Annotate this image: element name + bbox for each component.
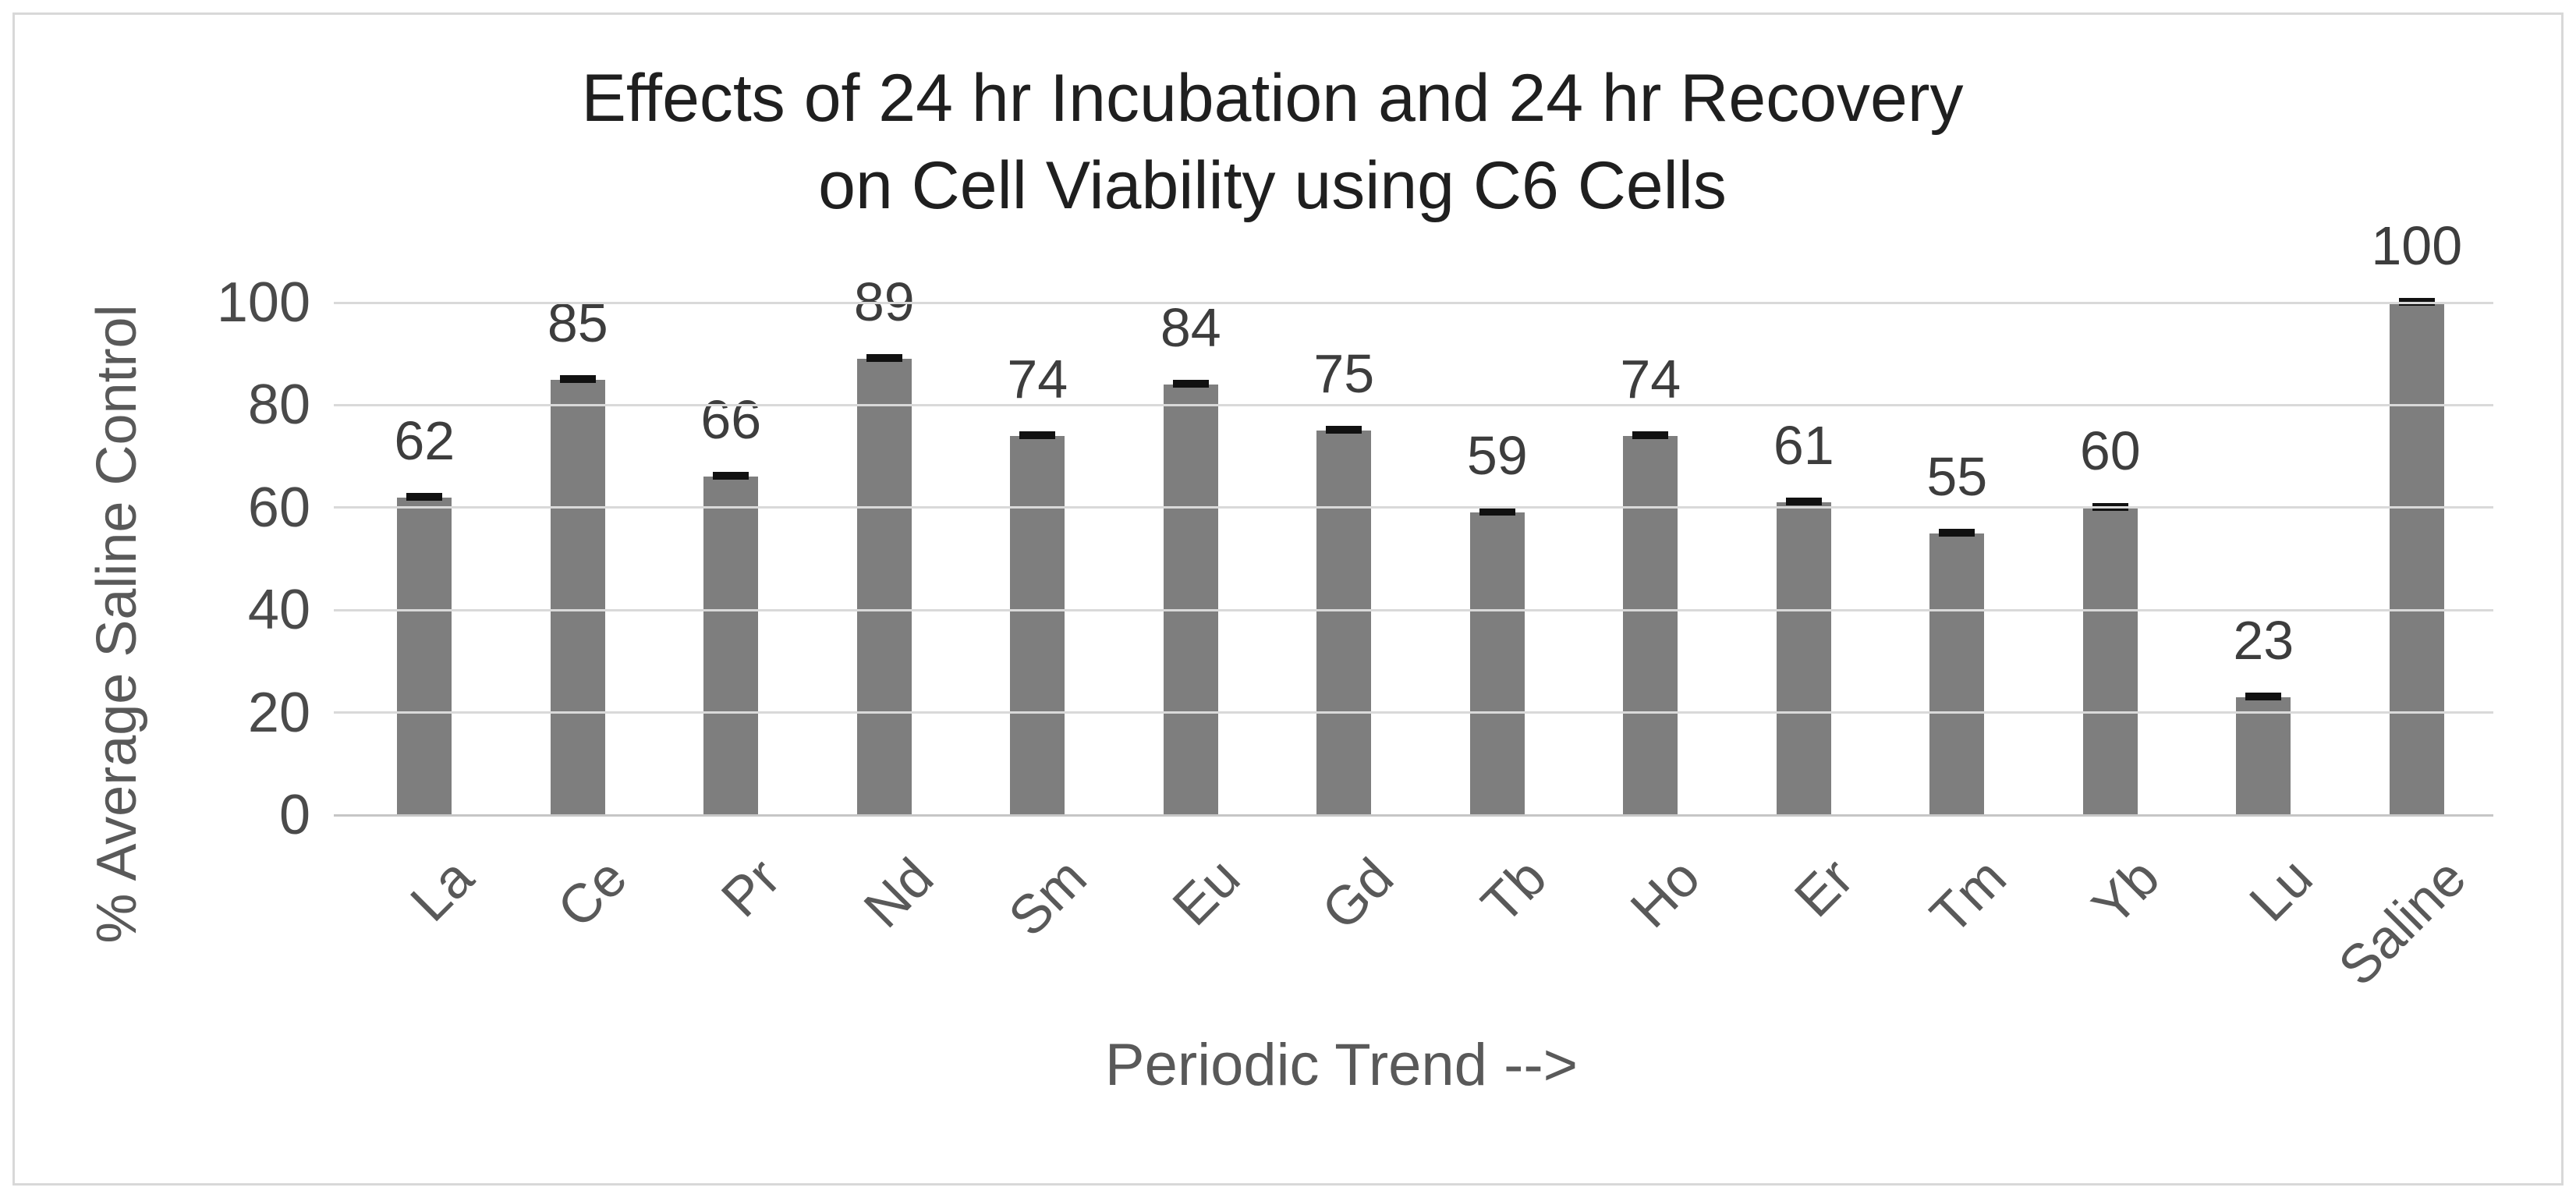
error-bar-cap — [2245, 692, 2282, 700]
error-bar-cap — [1939, 528, 1975, 537]
gridline — [334, 608, 2493, 611]
bar-series: 62 La 85 Ce 66 Pr 89 Nd 74 Sm 84 Eu 75 Gd 59 Tb 74 Ho 61 Er… — [348, 217, 2494, 997]
chart-title-line2: on Cell Viability using C6 Cells — [818, 148, 1727, 223]
bar-value-label: 59 — [1466, 425, 1528, 487]
x-axis-title: Periodic Trend --> — [1104, 1032, 1579, 1098]
error-bar-cap — [1326, 426, 1362, 434]
bar — [703, 477, 759, 815]
bar-value-label: 74 — [1007, 348, 1068, 409]
bar-slot: 60 Yb — [2034, 303, 2188, 937]
bar-slot: 100 Saline — [2327, 217, 2494, 997]
bar-value-label: 100 — [2371, 215, 2463, 276]
gridline — [334, 403, 2493, 406]
error-bar-cap — [1172, 380, 1209, 388]
plot-area: 62 La 85 Ce 66 Pr 89 Nd 74 Sm 84 Eu 75 Gd 59 Tb 74 Ho 61 Er… — [334, 217, 2494, 997]
gridline — [334, 711, 2493, 714]
bar — [2389, 303, 2444, 815]
bar — [1316, 431, 1372, 815]
y-tick-label: 80 — [247, 374, 310, 437]
chart-title-line1: Effects of 24 hr Incubation and 24 hr Re… — [581, 61, 1964, 136]
bar — [856, 359, 912, 815]
bar-slot: 62 La — [348, 303, 501, 933]
bar-slot: 59 Tb — [1421, 303, 1575, 934]
gridline — [334, 506, 2493, 509]
bar-value-label: 75 — [1313, 343, 1375, 405]
y-tick-label: 100 — [216, 271, 310, 334]
bar — [1929, 533, 1985, 815]
bar-value-label: 84 — [1160, 297, 1221, 359]
bar — [2082, 507, 2138, 815]
bar — [397, 497, 452, 815]
bar-value-label: 62 — [394, 409, 455, 471]
error-bar-cap — [1785, 498, 1822, 506]
error-bar-cap — [406, 492, 443, 501]
bar-value-label: 66 — [700, 389, 762, 451]
bar-slot: 89 Nd — [808, 273, 962, 939]
bar-value-label: 60 — [2079, 420, 2141, 481]
error-bar-cap — [559, 374, 596, 383]
error-bar-cap — [1019, 431, 1056, 439]
bar-value-label: 61 — [1773, 415, 1834, 477]
bar — [1776, 502, 1831, 815]
error-bar-cap — [1632, 431, 1669, 439]
bar — [1163, 385, 1218, 815]
y-tick-label: 40 — [247, 579, 310, 642]
bar-value-label: 23 — [2233, 609, 2294, 671]
bar-value-label: 55 — [1926, 445, 1988, 507]
error-bar-cap — [713, 472, 749, 480]
y-tick-label: 60 — [247, 476, 310, 539]
bar-slot: 75 Gd — [1267, 303, 1421, 941]
bar-slot: 23 Lu — [2187, 303, 2340, 933]
bar — [1010, 435, 1065, 815]
chart-title: Effects of 24 hr Incubation and 24 hr Re… — [0, 55, 2545, 229]
bar-value-label: 74 — [1620, 348, 1681, 409]
bar — [1623, 435, 1678, 815]
error-bar-cap — [866, 354, 902, 363]
bar-slot: 74 Sm — [961, 303, 1114, 948]
x-axis-line — [334, 813, 2493, 817]
bar-slot: 84 Eu — [1114, 299, 1268, 937]
y-tick-label: 20 — [247, 681, 310, 744]
bar-slot: 85 Ce — [501, 294, 655, 939]
gridline — [334, 301, 2493, 304]
bar — [1469, 512, 1525, 815]
y-tick-label: 0 — [278, 784, 310, 846]
bar-slot: 66 Pr — [654, 303, 808, 928]
bar — [2236, 696, 2291, 815]
bar-slot: 74 Ho — [1574, 303, 1727, 939]
bar — [550, 379, 605, 815]
error-bar-cap — [1479, 508, 1515, 516]
bar-slot: 61 Er — [1727, 303, 1881, 928]
bar-slot: 55 Tm — [1880, 303, 2034, 946]
